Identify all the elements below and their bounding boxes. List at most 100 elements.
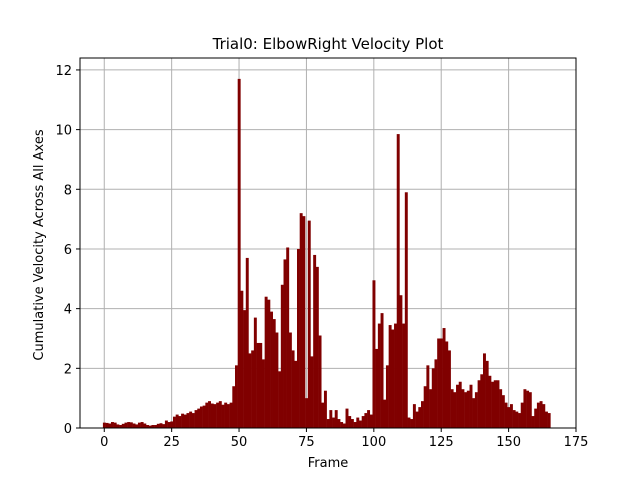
bar xyxy=(458,381,462,428)
bar xyxy=(240,290,244,428)
bar xyxy=(305,398,309,428)
bar xyxy=(332,417,335,428)
bar xyxy=(259,342,263,428)
bar xyxy=(442,328,446,428)
bar xyxy=(124,422,128,428)
y-tick-label: 0 xyxy=(64,422,72,437)
bar xyxy=(348,416,352,428)
bar xyxy=(499,389,503,428)
bar xyxy=(111,422,114,428)
bar xyxy=(175,414,179,428)
bar xyxy=(364,413,368,428)
bar xyxy=(377,323,381,428)
y-tick-label: 2 xyxy=(64,362,72,377)
bar xyxy=(307,220,311,428)
bar xyxy=(199,406,203,428)
x-tick-label: 0 xyxy=(100,435,108,450)
bar xyxy=(429,389,433,428)
bar xyxy=(464,392,468,428)
bar xyxy=(102,422,106,428)
bar xyxy=(291,350,295,428)
bar xyxy=(359,420,362,428)
bar xyxy=(539,401,543,428)
bar xyxy=(445,341,449,428)
bar xyxy=(426,365,430,428)
bar xyxy=(383,399,387,428)
bar xyxy=(235,365,238,428)
bar xyxy=(496,380,500,428)
bar xyxy=(391,329,395,428)
bar xyxy=(270,311,273,428)
bar xyxy=(520,402,524,428)
bar xyxy=(385,365,389,428)
bar xyxy=(143,423,147,428)
y-axis-ticks: 0 2 4 6 8 10 12 xyxy=(55,64,80,437)
bar xyxy=(315,266,319,428)
bar xyxy=(372,280,376,428)
bar xyxy=(485,360,489,428)
bar xyxy=(154,425,158,428)
bar xyxy=(542,404,546,428)
bar xyxy=(407,417,411,428)
bar xyxy=(504,402,508,428)
bar xyxy=(512,410,516,428)
bar xyxy=(421,401,424,428)
bar xyxy=(105,422,109,428)
bar xyxy=(318,335,322,428)
bar xyxy=(183,414,187,428)
bar xyxy=(229,402,233,428)
bar xyxy=(299,213,303,428)
bar xyxy=(156,423,160,428)
bar xyxy=(329,410,333,428)
bar xyxy=(216,402,220,428)
bar xyxy=(453,392,457,428)
bar xyxy=(474,392,478,428)
bar xyxy=(491,381,495,428)
bar xyxy=(275,332,279,428)
bar xyxy=(205,402,209,428)
bar xyxy=(431,368,435,428)
x-tick-label: 175 xyxy=(564,435,589,450)
bar xyxy=(159,423,163,428)
bar xyxy=(129,422,133,428)
x-axis-label: Frame xyxy=(308,456,349,471)
y-tick-label: 12 xyxy=(55,64,72,79)
bar xyxy=(213,404,217,428)
bar xyxy=(501,395,505,428)
x-tick-label: 25 xyxy=(163,435,180,450)
y-tick-label: 10 xyxy=(55,124,72,139)
bar xyxy=(402,323,406,428)
bar xyxy=(170,421,174,428)
bar xyxy=(439,338,443,428)
bar xyxy=(210,403,214,428)
bar xyxy=(283,259,287,428)
bar xyxy=(245,257,249,428)
y-tick-label: 4 xyxy=(64,303,72,318)
chart-title: Trial0: ElbowRight Velocity Plot xyxy=(212,35,444,53)
bar xyxy=(164,420,168,428)
bar xyxy=(310,356,314,428)
bar xyxy=(410,419,414,428)
y-tick-label: 8 xyxy=(64,183,72,198)
bar xyxy=(350,419,354,428)
bar xyxy=(518,413,521,428)
bar xyxy=(302,216,306,428)
bar xyxy=(186,413,190,428)
bar xyxy=(221,404,225,428)
bar xyxy=(394,323,397,428)
bar xyxy=(388,325,392,428)
bar xyxy=(404,192,408,428)
bar xyxy=(536,402,540,428)
bar xyxy=(450,389,454,428)
bar xyxy=(191,413,195,428)
bar xyxy=(526,390,530,428)
bar xyxy=(340,422,344,428)
bar xyxy=(197,408,201,428)
bar xyxy=(434,359,438,428)
bar xyxy=(137,422,141,428)
bar xyxy=(132,423,136,428)
bar xyxy=(256,342,260,428)
bar xyxy=(208,401,211,428)
bar xyxy=(232,386,236,428)
bar xyxy=(447,350,451,428)
